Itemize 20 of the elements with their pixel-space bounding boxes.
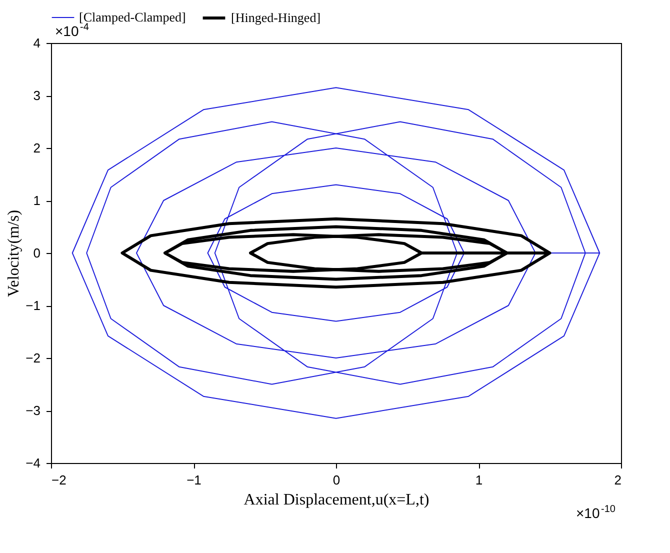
y-tick-label: 3 [33, 88, 40, 103]
y-tick-label: 2 [33, 140, 40, 156]
legend-label: [Hinged-Hinged] [231, 10, 321, 25]
y-tick-label: 1 [33, 193, 40, 208]
x-tick-label: 0 [332, 472, 340, 488]
y-tick-label: −1 [26, 298, 40, 313]
y-tick-label: −2 [26, 350, 40, 366]
x-tick-label: −1 [186, 472, 202, 488]
x-tick-label: 1 [475, 472, 483, 488]
y-tick-label: −3 [26, 403, 40, 418]
y-tick-label: 4 [33, 36, 40, 50]
y-tick-label: 0 [33, 246, 40, 260]
legend-label: [Clamped-Clamped] [79, 10, 186, 24]
y-tick-label: −4 [26, 456, 40, 470]
y-axis-title: Velocity(m/s) [6, 210, 23, 298]
x-axis-title: Axial Displacement,u(x=L,t) [244, 492, 430, 508]
x-tick-label: −2 [52, 472, 66, 488]
x-tick-label: 2 [614, 472, 622, 488]
line-series [120, 217, 552, 289]
line-series [72, 87, 600, 419]
